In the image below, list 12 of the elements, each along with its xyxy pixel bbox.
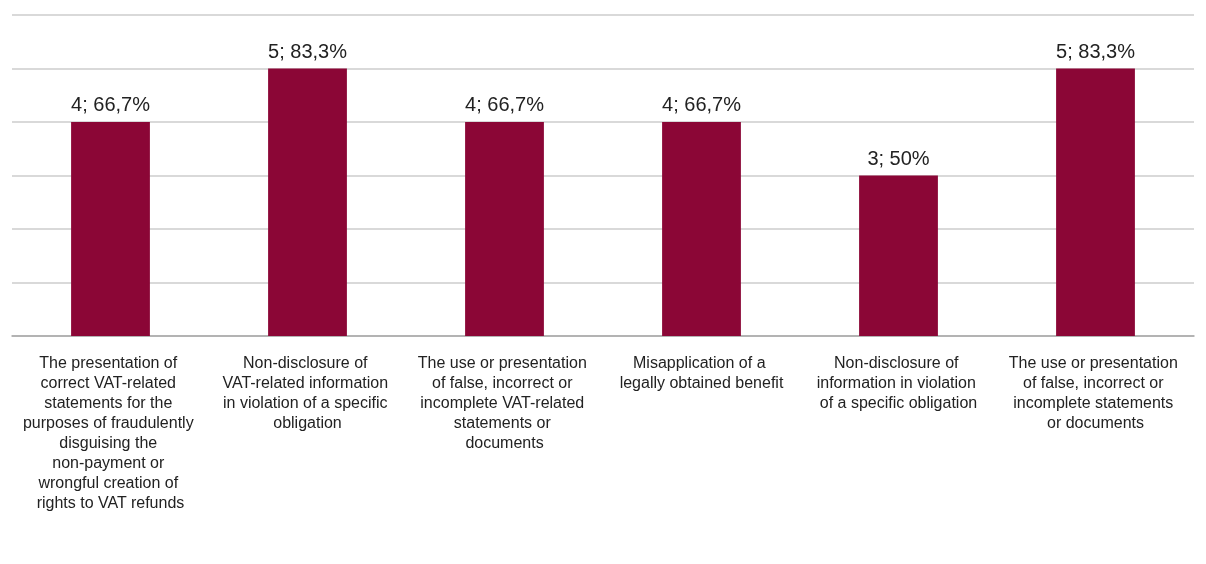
x-tick-label: Non-disclosure of information in violation of a specific obligation [816,353,981,411]
x-tick-label: The use or presentation of false, incorrect or incomplete VAT-related statements or documents [417,353,592,451]
data-label: 4; 66,7% [465,93,545,115]
x-tick-label: Non-disclosure of VAT-related information in violation of a specific obligation [222,353,393,431]
x-tick-label: Misapplication of a legally obtained benefit [619,353,784,391]
x-tick-label: The presentation of correct VAT-related statements for the purposes of fraudulently disguising the non-payment or wrongful creation of rights to VAT refunds [22,353,199,511]
data-label: 4; 66,7% [662,93,742,115]
data-label: 4; 66,7% [71,93,151,115]
data-label: 5; 83,3% [1056,39,1136,62]
data-label: 3; 50% [867,146,930,169]
data-label: 5; 83,3% [268,39,348,62]
x-tick-label: The use or presentation of false, incorrect or incomplete statements or documents [1008,353,1183,431]
